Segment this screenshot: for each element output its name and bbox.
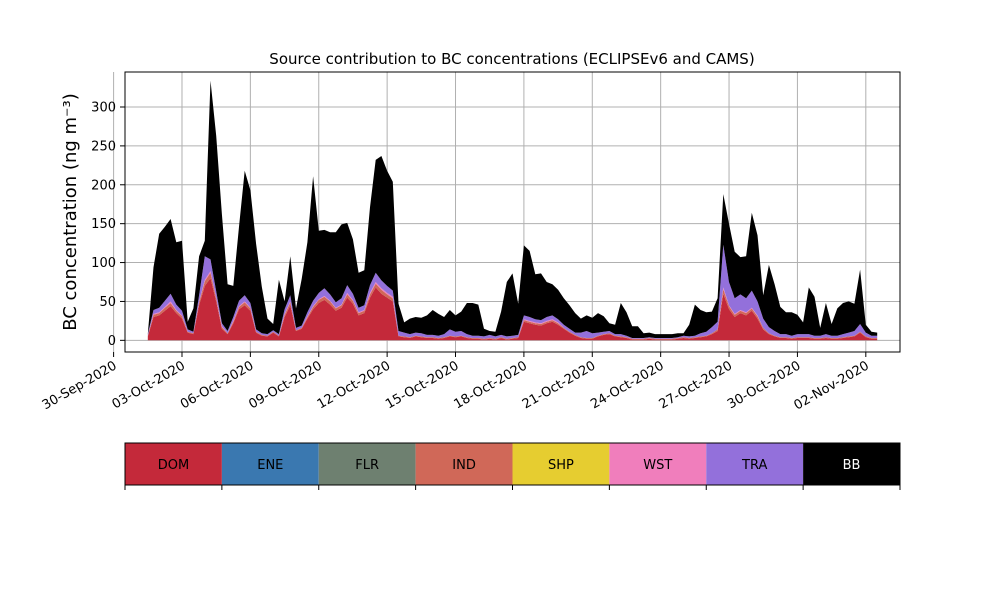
legend-label-dom: DOM xyxy=(158,458,189,473)
y-tick-label: 150 xyxy=(91,217,116,232)
x-tick-label: 15-Oct-2020 xyxy=(383,358,461,412)
legend-swatch-shp xyxy=(512,443,610,485)
y-axis: 0 50 100 150 200 250 300 xyxy=(91,101,125,349)
legend-label-wst: WST xyxy=(643,458,672,473)
legend-label-ene: ENE xyxy=(257,458,283,473)
chart-title: Source contribution to BC concentrations… xyxy=(269,50,754,68)
plot-frame xyxy=(124,71,901,353)
x-tick-label: 06-Oct-2020 xyxy=(178,358,256,412)
stacked-areas xyxy=(147,80,878,341)
x-tick-label: 30-Oct-2020 xyxy=(725,358,803,412)
legend-label-shp: SHP xyxy=(548,458,574,473)
x-tick-label: 12-Oct-2020 xyxy=(315,358,393,412)
y-tick-label: 250 xyxy=(91,139,116,154)
legend-label-flr: FLR xyxy=(355,458,379,473)
x-tick-label: 09-Oct-2020 xyxy=(246,358,324,412)
x-tick-label: 18-Oct-2020 xyxy=(452,358,530,412)
y-tick-label: 300 xyxy=(91,101,116,116)
x-tick-label: 02-Nov-2020 xyxy=(792,358,872,413)
x-axis: 30-Sep-202003-Oct-202006-Oct-202009-Oct-… xyxy=(40,352,872,413)
x-tick-label: 21-Oct-2020 xyxy=(520,358,598,412)
x-tick-label: 24-Oct-2020 xyxy=(588,358,666,412)
legend: DOM ENE FLR IND SHP WST TRA BB xyxy=(124,442,901,490)
legend-swatch-wst xyxy=(609,443,707,485)
area-tra xyxy=(147,244,878,339)
legend-swatch-tra xyxy=(706,443,804,485)
legend-swatch-dom xyxy=(125,443,222,485)
y-tick-label: 100 xyxy=(91,256,116,271)
legend-swatch-bb xyxy=(803,443,900,485)
x-tick-label: 27-Oct-2020 xyxy=(657,358,735,412)
legend-label-tra: TRA xyxy=(741,458,767,473)
legend-label-ind: IND xyxy=(452,458,476,473)
legend-swatch-flr xyxy=(318,443,416,485)
area-dom xyxy=(147,278,878,341)
y-tick-label: 50 xyxy=(99,295,116,310)
legend-label-bb: BB xyxy=(843,458,861,473)
y-tick-label: 0 xyxy=(108,334,116,349)
x-tick-label: 30-Sep-2020 xyxy=(40,358,120,413)
legend-swatch-ind xyxy=(415,443,513,485)
y-axis-label: BC concentration (ng m⁻³) xyxy=(60,93,81,331)
legend-swatch-ene xyxy=(221,443,319,485)
x-tick-label: 03-Oct-2020 xyxy=(110,358,188,412)
area-bb xyxy=(147,80,878,338)
y-tick-label: 200 xyxy=(91,178,116,193)
